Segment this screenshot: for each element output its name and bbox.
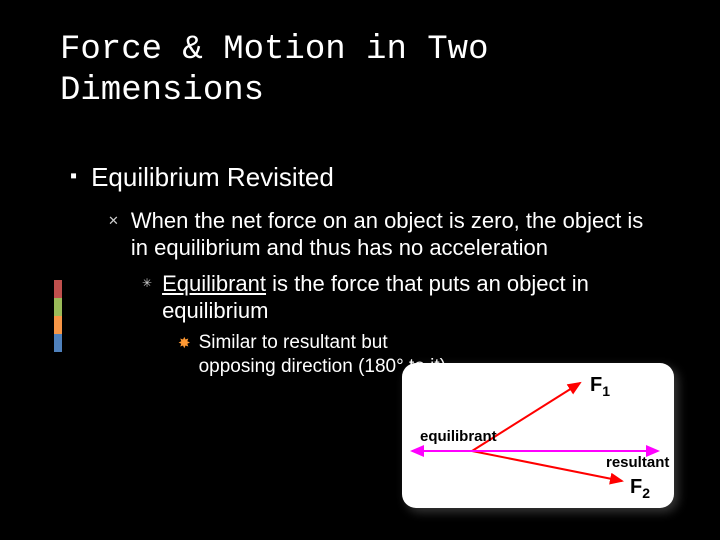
accent-bar [54,280,62,352]
bullet-l3-text: Equilibrant is the force that puts an ob… [162,270,660,325]
slide-title: Force & Motion in Two Dimensions [60,30,660,112]
accent-seg-4 [54,334,62,352]
bullet-level-2: When the net force on an object is zero,… [108,207,660,262]
vector-svg: F1 F2 resultant equilibrant [402,363,674,508]
svg-text:F1: F1 [590,374,610,399]
equilibrant-term: Equilibrant [162,271,266,296]
star-icon: ✸ [178,334,191,354]
accent-seg-3 [54,316,62,334]
svg-text:equilibrant: equilibrant [420,428,497,445]
vector-diagram: F1 F2 resultant equilibrant [402,363,674,508]
svg-text:resultant: resultant [606,454,669,471]
bullet-level-3: Equilibrant is the force that puts an ob… [142,270,660,325]
bullet-l2-text: When the net force on an object is zero,… [131,207,660,262]
svg-text:F2: F2 [630,476,650,501]
bullet-l1-text: Equilibrium Revisited [91,162,334,193]
slide: Force & Motion in Two Dimensions Equilib… [0,0,720,540]
accent-seg-2 [54,298,62,316]
bullet-level-1: Equilibrium Revisited [70,162,660,193]
accent-seg-1 [54,280,62,298]
